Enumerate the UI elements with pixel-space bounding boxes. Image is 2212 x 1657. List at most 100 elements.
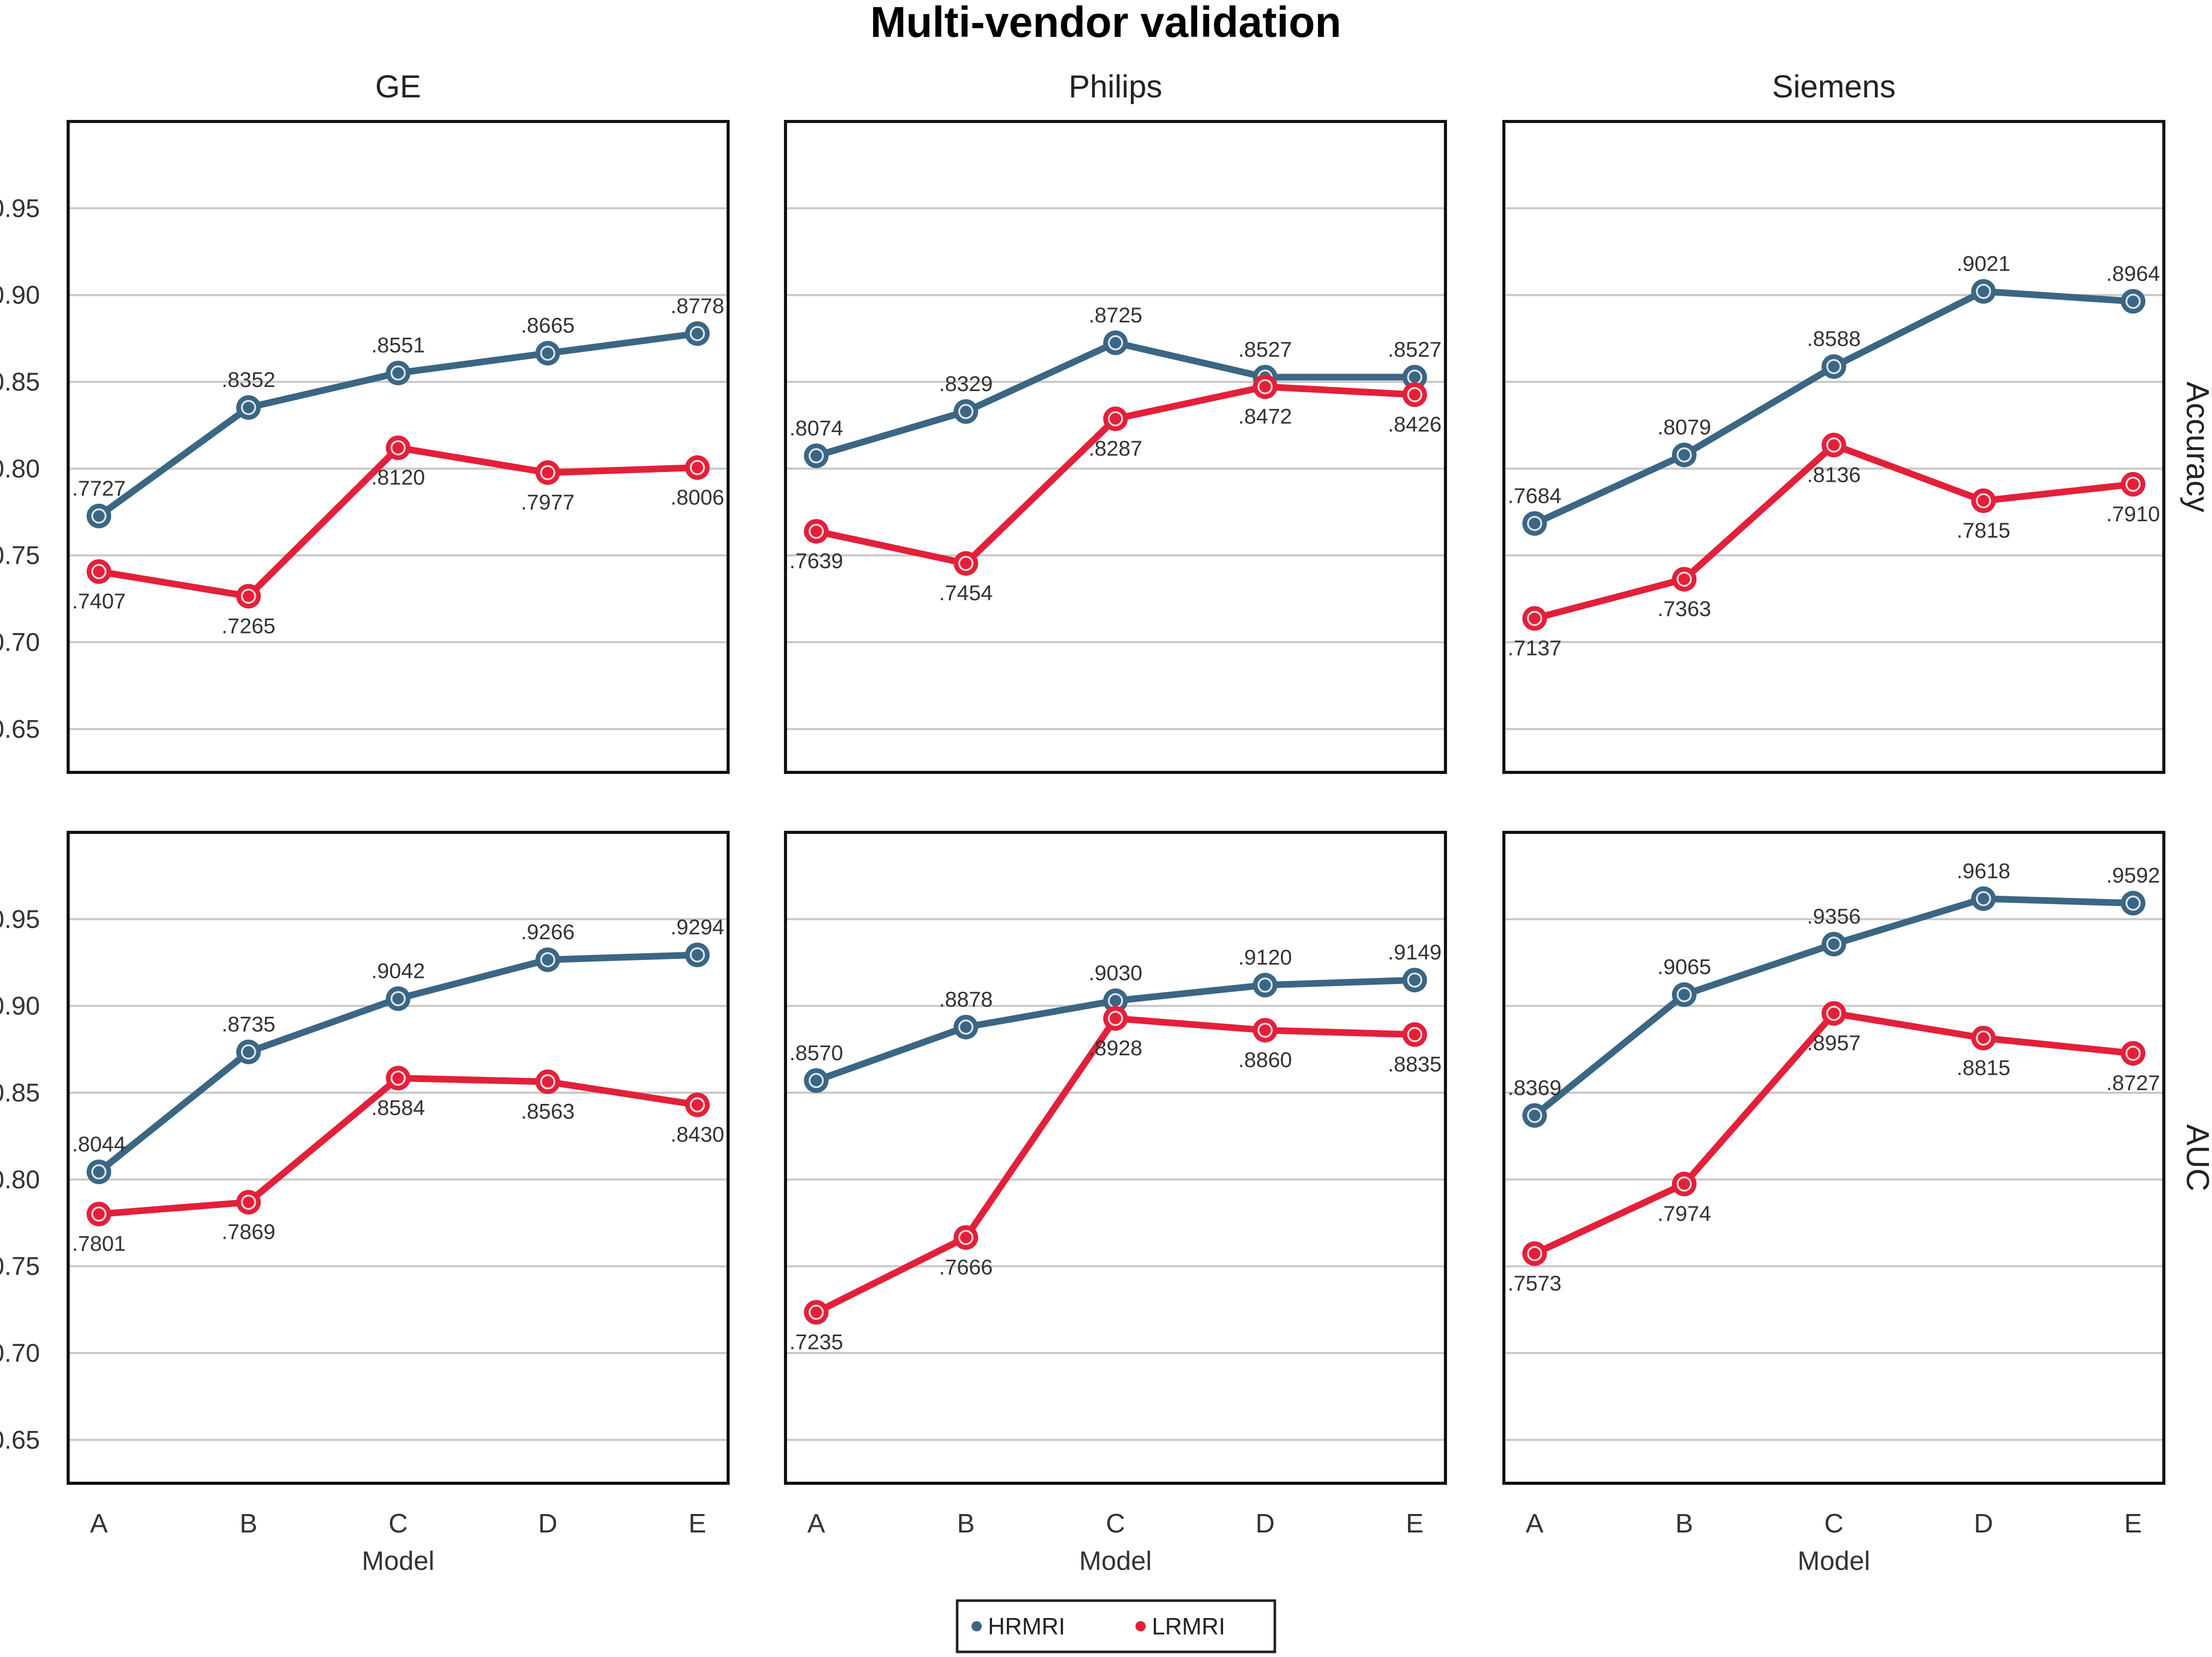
y-tick-label: 0.70: [0, 628, 40, 657]
y-tick-label: 0.95: [0, 194, 40, 222]
data-point-hrmri: [1103, 330, 1128, 355]
data-point-lrmri: [1253, 374, 1277, 399]
data-point-ring: [91, 564, 107, 579]
data-label-hrmri: .8725: [1088, 303, 1142, 327]
data-label-lrmri: .7454: [939, 581, 993, 605]
x-tick-label: E: [1406, 1509, 1424, 1539]
data-point-ring: [1527, 1246, 1542, 1261]
data-label-lrmri: .7137: [1507, 636, 1561, 660]
data-label-lrmri: .8287: [1088, 436, 1142, 460]
data-point-ring: [1527, 516, 1542, 531]
data-point-hrmri: [685, 943, 710, 968]
data-point-hrmri: [804, 443, 829, 468]
panel-accuracy-ge: 0.65 0.70 0.75 0.80 0.85 0.90 0.95 .7727 .8352 .8…: [0, 120, 730, 774]
legend-label-lrmri: LRMRI: [1152, 1613, 1225, 1640]
data-label-hrmri: .7727: [72, 476, 126, 500]
data-point-ring: [690, 1097, 705, 1113]
data-point-lrmri: [87, 559, 111, 584]
data-label-lrmri: .8136: [1807, 462, 1860, 486]
data-point-ring: [540, 952, 555, 968]
x-tick-label: C: [1824, 1509, 1844, 1539]
data-point-hrmri: [236, 395, 261, 420]
data-point-ring: [2125, 477, 2141, 492]
data-label-hrmri: .9065: [1657, 955, 1711, 979]
data-point-ring: [390, 365, 406, 381]
x-tick-label: A: [808, 1509, 825, 1539]
legend-marker-hrmri: [971, 1621, 982, 1631]
data-point-lrmri: [1822, 1001, 1846, 1026]
data-point-lrmri: [535, 460, 560, 485]
data-label-hrmri: .9030: [1088, 961, 1142, 985]
data-label-lrmri: .7639: [789, 549, 843, 573]
data-point-hrmri: [236, 1039, 261, 1065]
legend: HRMRI LRMRI: [956, 1599, 1276, 1653]
data-point-ring: [241, 400, 256, 415]
legend-marker-lrmri: [1135, 1621, 1146, 1631]
data-point-lrmri: [535, 1069, 560, 1094]
x-tick-label: C: [388, 1509, 408, 1539]
data-point-hrmri: [1522, 1103, 1547, 1128]
data-point-hrmri: [2121, 289, 2145, 314]
data-label-hrmri: .9592: [2106, 863, 2160, 887]
data-point-ring: [1108, 1011, 1123, 1026]
data-point-lrmri: [236, 1190, 261, 1215]
chart-title: Multi-vendor validation: [870, 0, 1341, 46]
data-point-lrmri: [804, 1300, 829, 1325]
data-label-lrmri: .7666: [939, 1255, 993, 1279]
y-tick-label: 0.75: [0, 541, 40, 570]
data-point-lrmri: [1971, 488, 1996, 513]
data-point-ring: [241, 588, 256, 604]
data-point-ring: [1407, 1027, 1422, 1042]
row-title-accuracy: Accuracy: [2180, 382, 2212, 513]
data-point-ring: [2125, 1046, 2141, 1061]
y-tick-label: 0.80: [0, 1165, 40, 1194]
x-tick-label: E: [2124, 1509, 2142, 1539]
panel-frame: [1502, 120, 2165, 774]
data-label-hrmri: .8369: [1507, 1075, 1561, 1099]
data-point-ring: [241, 1194, 256, 1210]
data-point-ring: [1257, 977, 1273, 993]
row-title-auc: AUC: [2180, 1124, 2212, 1192]
data-point-ring: [1407, 972, 1422, 988]
data-label-hrmri: .8570: [789, 1040, 843, 1065]
x-tick-label: E: [689, 1509, 707, 1539]
x-axis-label: Model: [1079, 1546, 1152, 1576]
data-point-ring: [2125, 895, 2141, 911]
data-point-lrmri: [1103, 406, 1128, 432]
data-label-hrmri: .9266: [521, 920, 574, 944]
data-point-ring: [540, 465, 555, 480]
data-point-lrmri: [2121, 472, 2145, 497]
data-point-lrmri: [1402, 382, 1427, 407]
data-label-hrmri: .8044: [72, 1132, 126, 1156]
data-point-lrmri: [1672, 567, 1697, 592]
data-label-lrmri: .7815: [1956, 518, 2010, 542]
data-point-ring: [540, 345, 555, 361]
x-axis-label: Model: [1797, 1546, 1870, 1576]
y-tick-label: 0.90: [0, 992, 40, 1020]
data-point-ring: [1527, 1108, 1542, 1123]
data-point-ring: [1826, 936, 1842, 952]
data-point-lrmri: [1522, 606, 1547, 631]
panel-frame: [67, 120, 730, 774]
data-label-hrmri: .9120: [1238, 945, 1292, 969]
y-tick-label: 0.85: [0, 367, 40, 396]
data-point-ring: [809, 448, 824, 464]
data-label-hrmri: .9042: [371, 958, 425, 983]
data-point-ring: [1976, 493, 1991, 508]
data-label-lrmri: .8860: [1238, 1048, 1292, 1072]
data-point-hrmri: [1822, 932, 1846, 957]
data-point-ring: [809, 523, 824, 539]
data-point-hrmri: [954, 1014, 978, 1039]
data-point-lrmri: [386, 435, 410, 460]
data-point-ring: [390, 440, 406, 456]
data-point-hrmri: [1672, 982, 1697, 1007]
data-label-hrmri: .8778: [670, 294, 724, 318]
panel-frame: [1502, 831, 2165, 1485]
data-point-ring: [1976, 283, 1991, 299]
data-label-hrmri: .8329: [939, 372, 993, 396]
data-point-ring: [958, 1019, 974, 1035]
data-label-lrmri: .8006: [670, 485, 724, 509]
panel-auc-philips: A B C D E Model .8570 .8878 .9030 .9120 .9149 .7235…: [784, 831, 1447, 1576]
data-point-ring: [958, 1230, 974, 1245]
data-point-ring: [1677, 571, 1692, 587]
